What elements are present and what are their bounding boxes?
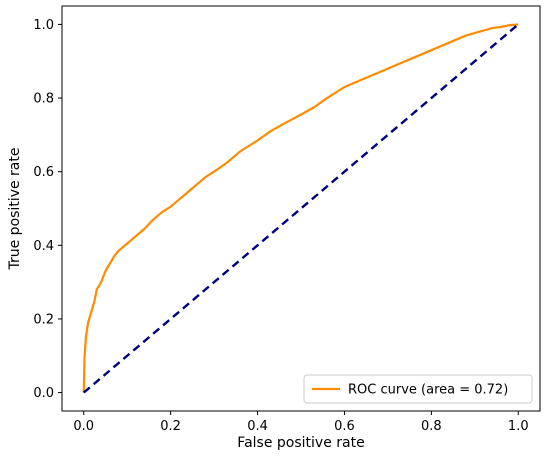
x-tick-label: 0.4 xyxy=(247,419,268,434)
y-axis: 0.0 0.2 0.4 0.6 0.8 1.0 xyxy=(33,18,62,401)
legend: ROC curve (area = 0.72) xyxy=(303,374,533,404)
roc-curve-line xyxy=(82,23,519,393)
series-layer xyxy=(82,23,520,394)
x-tick-label: 0.0 xyxy=(73,419,94,434)
x-tick-label: 0.8 xyxy=(421,419,442,434)
plot-frame xyxy=(61,5,541,412)
plot-border xyxy=(61,5,541,412)
y-tick-label: 0.6 xyxy=(33,165,54,180)
y-tick-label: 0.8 xyxy=(33,92,54,107)
y-axis-label: True positive rate xyxy=(7,148,23,271)
legend-box xyxy=(303,374,533,404)
legend-entry-roc-curve: ROC curve (area = 0.72) xyxy=(348,383,508,398)
x-tick-label: 1.0 xyxy=(508,419,529,434)
x-tick-label: 0.6 xyxy=(334,419,355,434)
y-tick-label: 1.0 xyxy=(33,18,54,33)
y-tick-label: 0.4 xyxy=(33,239,54,254)
x-tick-label: 0.2 xyxy=(160,419,181,434)
y-tick-label: 0.2 xyxy=(33,312,54,327)
x-axis-label: False positive rate xyxy=(237,435,364,451)
x-axis: 0.0 0.2 0.4 0.6 0.8 1.0 xyxy=(73,411,529,434)
y-tick-label: 0.0 xyxy=(33,386,54,401)
chance-diagonal-line xyxy=(82,23,520,394)
